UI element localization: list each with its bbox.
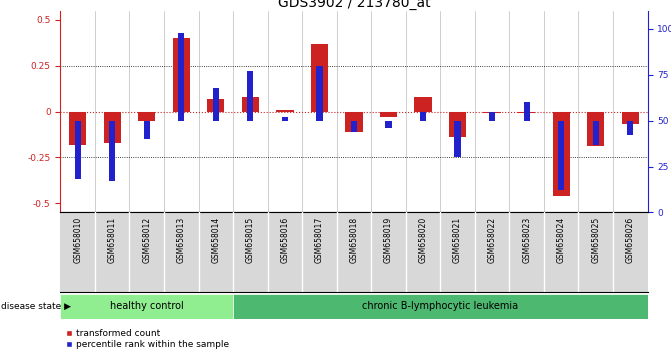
Text: chronic B-lymphocytic leukemia: chronic B-lymphocytic leukemia (362, 301, 519, 311)
Bar (172, 38, 190, 112)
Bar (552, 112, 570, 196)
Text: GSM658020: GSM658020 (419, 216, 427, 263)
Bar (178, 33, 185, 121)
Bar (415, 97, 431, 112)
Bar (592, 121, 599, 144)
Bar (558, 121, 564, 190)
Title: GDS3902 / 213780_at: GDS3902 / 213780_at (278, 0, 430, 10)
Text: GSM658015: GSM658015 (246, 216, 255, 263)
Legend: transformed count, percentile rank within the sample: transformed count, percentile rank withi… (65, 329, 229, 349)
Text: GSM658014: GSM658014 (211, 216, 220, 263)
Text: GSM658021: GSM658021 (453, 216, 462, 263)
Bar (523, 102, 529, 121)
Bar (69, 112, 87, 144)
Bar (282, 117, 288, 121)
Text: GSM658010: GSM658010 (73, 216, 82, 263)
Text: GSM658012: GSM658012 (142, 216, 151, 263)
Text: GSM658022: GSM658022 (488, 216, 497, 263)
Bar (518, 112, 535, 113)
Bar (449, 112, 466, 137)
Text: disease state ▶: disease state ▶ (1, 302, 70, 311)
Text: GSM658024: GSM658024 (557, 216, 566, 263)
Bar (213, 88, 219, 121)
Text: GSM658019: GSM658019 (384, 216, 393, 263)
Text: GSM658025: GSM658025 (591, 216, 601, 263)
Bar (621, 112, 639, 124)
Text: GSM658016: GSM658016 (280, 216, 289, 263)
Bar (103, 112, 121, 143)
Text: GSM658017: GSM658017 (315, 216, 324, 263)
Text: healthy control: healthy control (110, 301, 184, 311)
Text: GSM658018: GSM658018 (350, 216, 358, 263)
Bar (247, 71, 254, 121)
Bar (484, 112, 501, 113)
Bar (385, 121, 392, 128)
Bar (489, 112, 495, 121)
Bar (627, 121, 633, 135)
Bar (207, 99, 224, 112)
Bar (144, 121, 150, 139)
Bar (380, 112, 397, 117)
Bar (351, 121, 357, 132)
Bar (60, 294, 233, 319)
Bar (454, 121, 461, 158)
Bar (316, 65, 323, 121)
Bar (138, 112, 156, 121)
Bar (276, 110, 293, 112)
Bar (233, 294, 648, 319)
Bar (587, 112, 605, 146)
Bar (74, 121, 81, 179)
Text: GSM658013: GSM658013 (176, 216, 186, 263)
Bar (311, 44, 328, 112)
Bar (346, 112, 362, 132)
Text: GSM658011: GSM658011 (107, 216, 117, 263)
Bar (109, 121, 115, 181)
Text: GSM658026: GSM658026 (626, 216, 635, 263)
Bar (420, 112, 426, 121)
Text: GSM658023: GSM658023 (522, 216, 531, 263)
Bar (242, 97, 259, 112)
